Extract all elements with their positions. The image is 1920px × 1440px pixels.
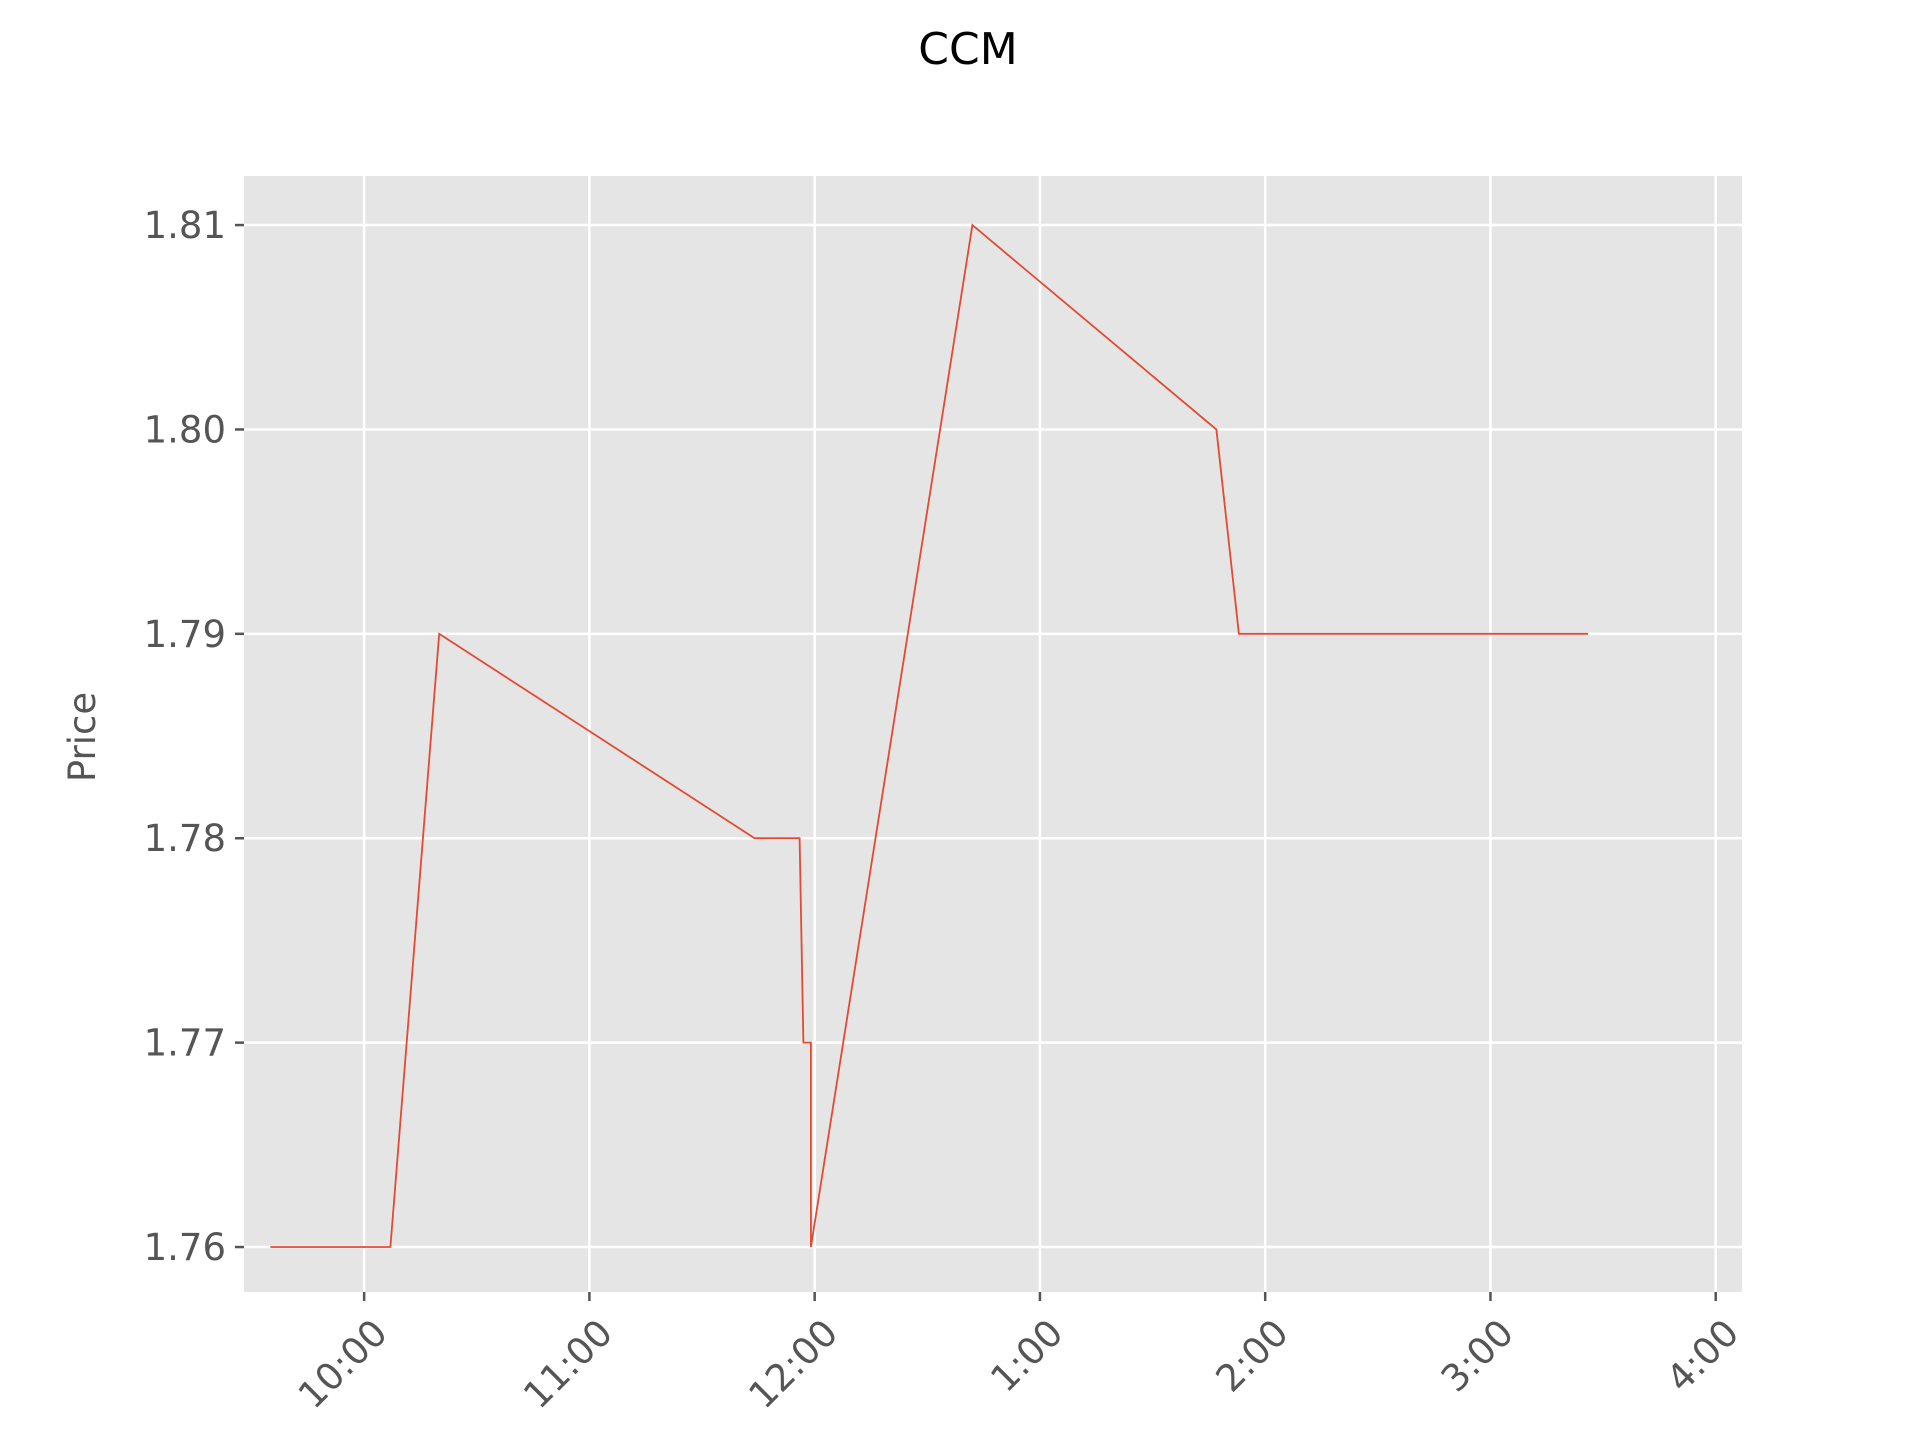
x-tick-label: 3:00 xyxy=(1433,1311,1522,1400)
x-tick-label: 1:00 xyxy=(982,1311,1071,1400)
plot-area xyxy=(244,176,1742,1292)
x-tick-label: 12:00 xyxy=(740,1311,846,1417)
y-tick-label: 1.78 xyxy=(144,817,226,860)
grid xyxy=(244,176,1742,1292)
x-tick-label: 4:00 xyxy=(1658,1311,1747,1400)
y-tick-label: 1.80 xyxy=(144,408,226,451)
y-tick-label: 1.76 xyxy=(144,1226,226,1269)
series-layer xyxy=(270,223,1589,1248)
x-tick-label: 11:00 xyxy=(515,1311,621,1417)
y-tick-label: 1.81 xyxy=(144,204,226,247)
y-tick-label: 1.79 xyxy=(144,613,226,656)
x-tick-label: 2:00 xyxy=(1208,1311,1297,1400)
y-tick-label: 1.77 xyxy=(144,1022,226,1065)
chart-title: CCM xyxy=(918,24,1017,75)
x-tick-label: 10:00 xyxy=(290,1311,396,1417)
axis-ticks xyxy=(235,223,1717,1301)
y-axis-label: Price xyxy=(61,692,104,782)
price-line xyxy=(270,223,1589,1248)
